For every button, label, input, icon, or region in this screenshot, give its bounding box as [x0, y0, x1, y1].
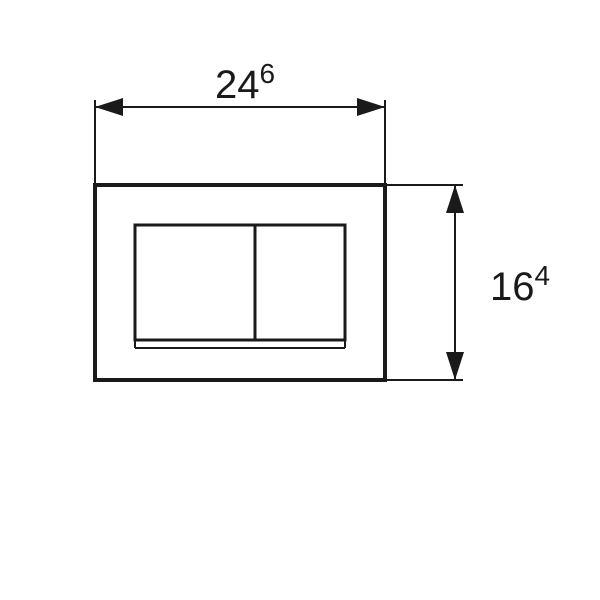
dim-width-value: 246	[215, 58, 275, 107]
outer-plate	[95, 185, 385, 380]
drawing-svg: 246 164	[0, 0, 600, 600]
arrow-up	[446, 185, 464, 213]
dim-height-value: 164	[490, 260, 550, 309]
inner-button-area	[135, 225, 345, 340]
arrow-down	[446, 352, 464, 380]
arrow-right	[357, 98, 385, 116]
technical-drawing: 246 164	[0, 0, 600, 600]
arrow-left	[95, 98, 123, 116]
